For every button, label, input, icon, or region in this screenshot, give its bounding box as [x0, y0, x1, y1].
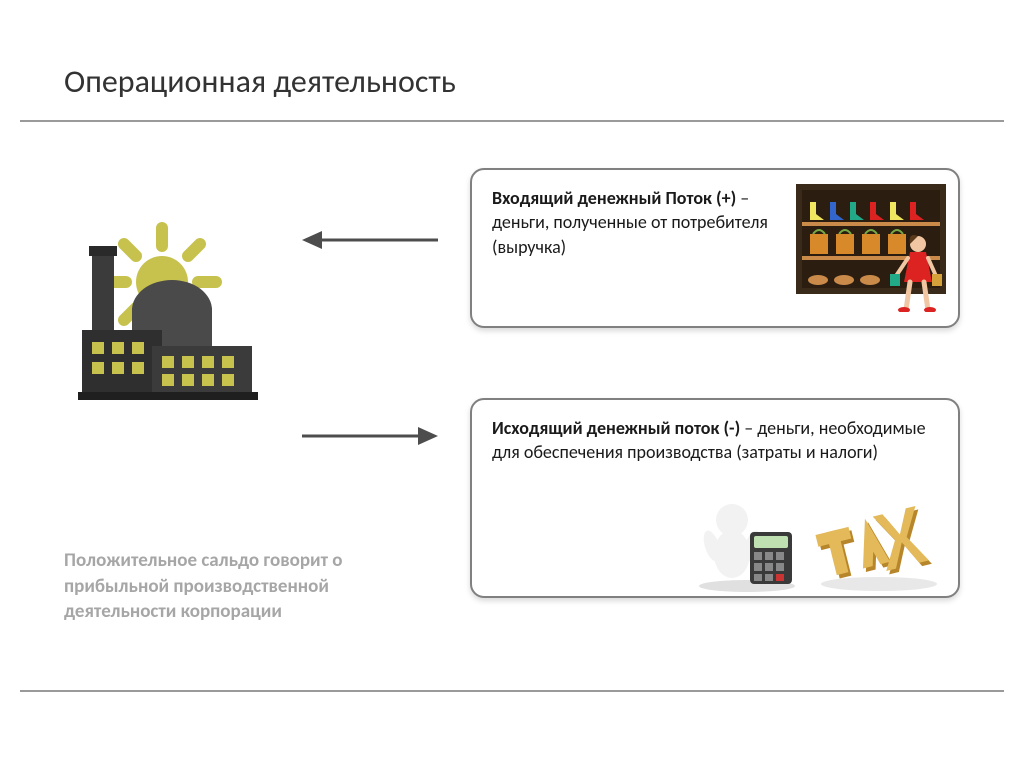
store-icon	[796, 184, 946, 312]
slide-title: Операционная деятельность	[64, 62, 456, 101]
card-outgoing-flow: Исходящий денежный поток (-) – деньги, н…	[470, 398, 960, 598]
caption-balance: Положительное сальдо говорит о прибыльно…	[64, 548, 434, 625]
card-outgoing-bold: Исходящий денежный поток (-)	[492, 417, 740, 439]
tax-icon	[814, 500, 944, 592]
calculator-figure-icon	[692, 498, 802, 593]
divider-top	[20, 120, 1004, 122]
card-outgoing-text: Исходящий денежный поток (-) – деньги, н…	[492, 416, 942, 465]
card-incoming-flow: Входящий денежный Поток (+) – деньги, по…	[470, 168, 960, 328]
card-incoming-bold: Входящий денежный Поток (+)	[492, 187, 736, 209]
factory-illustration	[62, 220, 272, 410]
divider-bottom	[20, 690, 1004, 692]
arrow-incoming	[300, 228, 440, 252]
factory-icon	[62, 220, 272, 410]
arrow-outgoing	[300, 424, 440, 448]
card-incoming-text: Входящий денежный Поток (+) – деньги, по…	[492, 186, 792, 259]
